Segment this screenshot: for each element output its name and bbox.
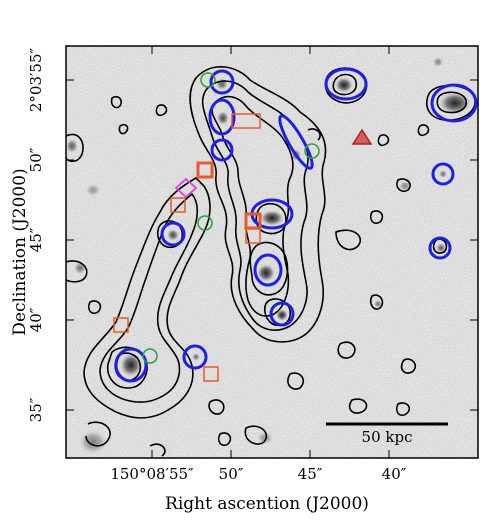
y-tick-label: 40″ xyxy=(27,307,45,333)
x-axis-label: Right ascention (J2000) xyxy=(165,494,369,514)
sky-image xyxy=(66,46,478,458)
y-ticks xyxy=(66,79,478,411)
green-circle-markers xyxy=(142,72,320,364)
x-ticks xyxy=(151,46,390,458)
y-tick-label: 35″ xyxy=(27,397,45,423)
y-tick-label: 2°03′55″ xyxy=(27,47,45,113)
y-tick-label: 45″ xyxy=(27,227,45,253)
magenta-diamond-marker xyxy=(174,177,198,199)
x-tick-label: 150°08′55″ xyxy=(110,465,194,483)
scale-bar-label: 50 kpc xyxy=(361,428,413,446)
y-tick-label: 50″ xyxy=(27,147,45,173)
plot-frame xyxy=(65,45,479,459)
x-tick-label: 50″ xyxy=(218,465,244,483)
y-axis-label: Declination (J2000) xyxy=(10,168,30,336)
orange-square-markers xyxy=(113,113,262,382)
x-tick-label: 45″ xyxy=(297,465,323,483)
red-triangle-marker xyxy=(351,128,373,145)
x-tick-label: 40″ xyxy=(381,465,407,483)
